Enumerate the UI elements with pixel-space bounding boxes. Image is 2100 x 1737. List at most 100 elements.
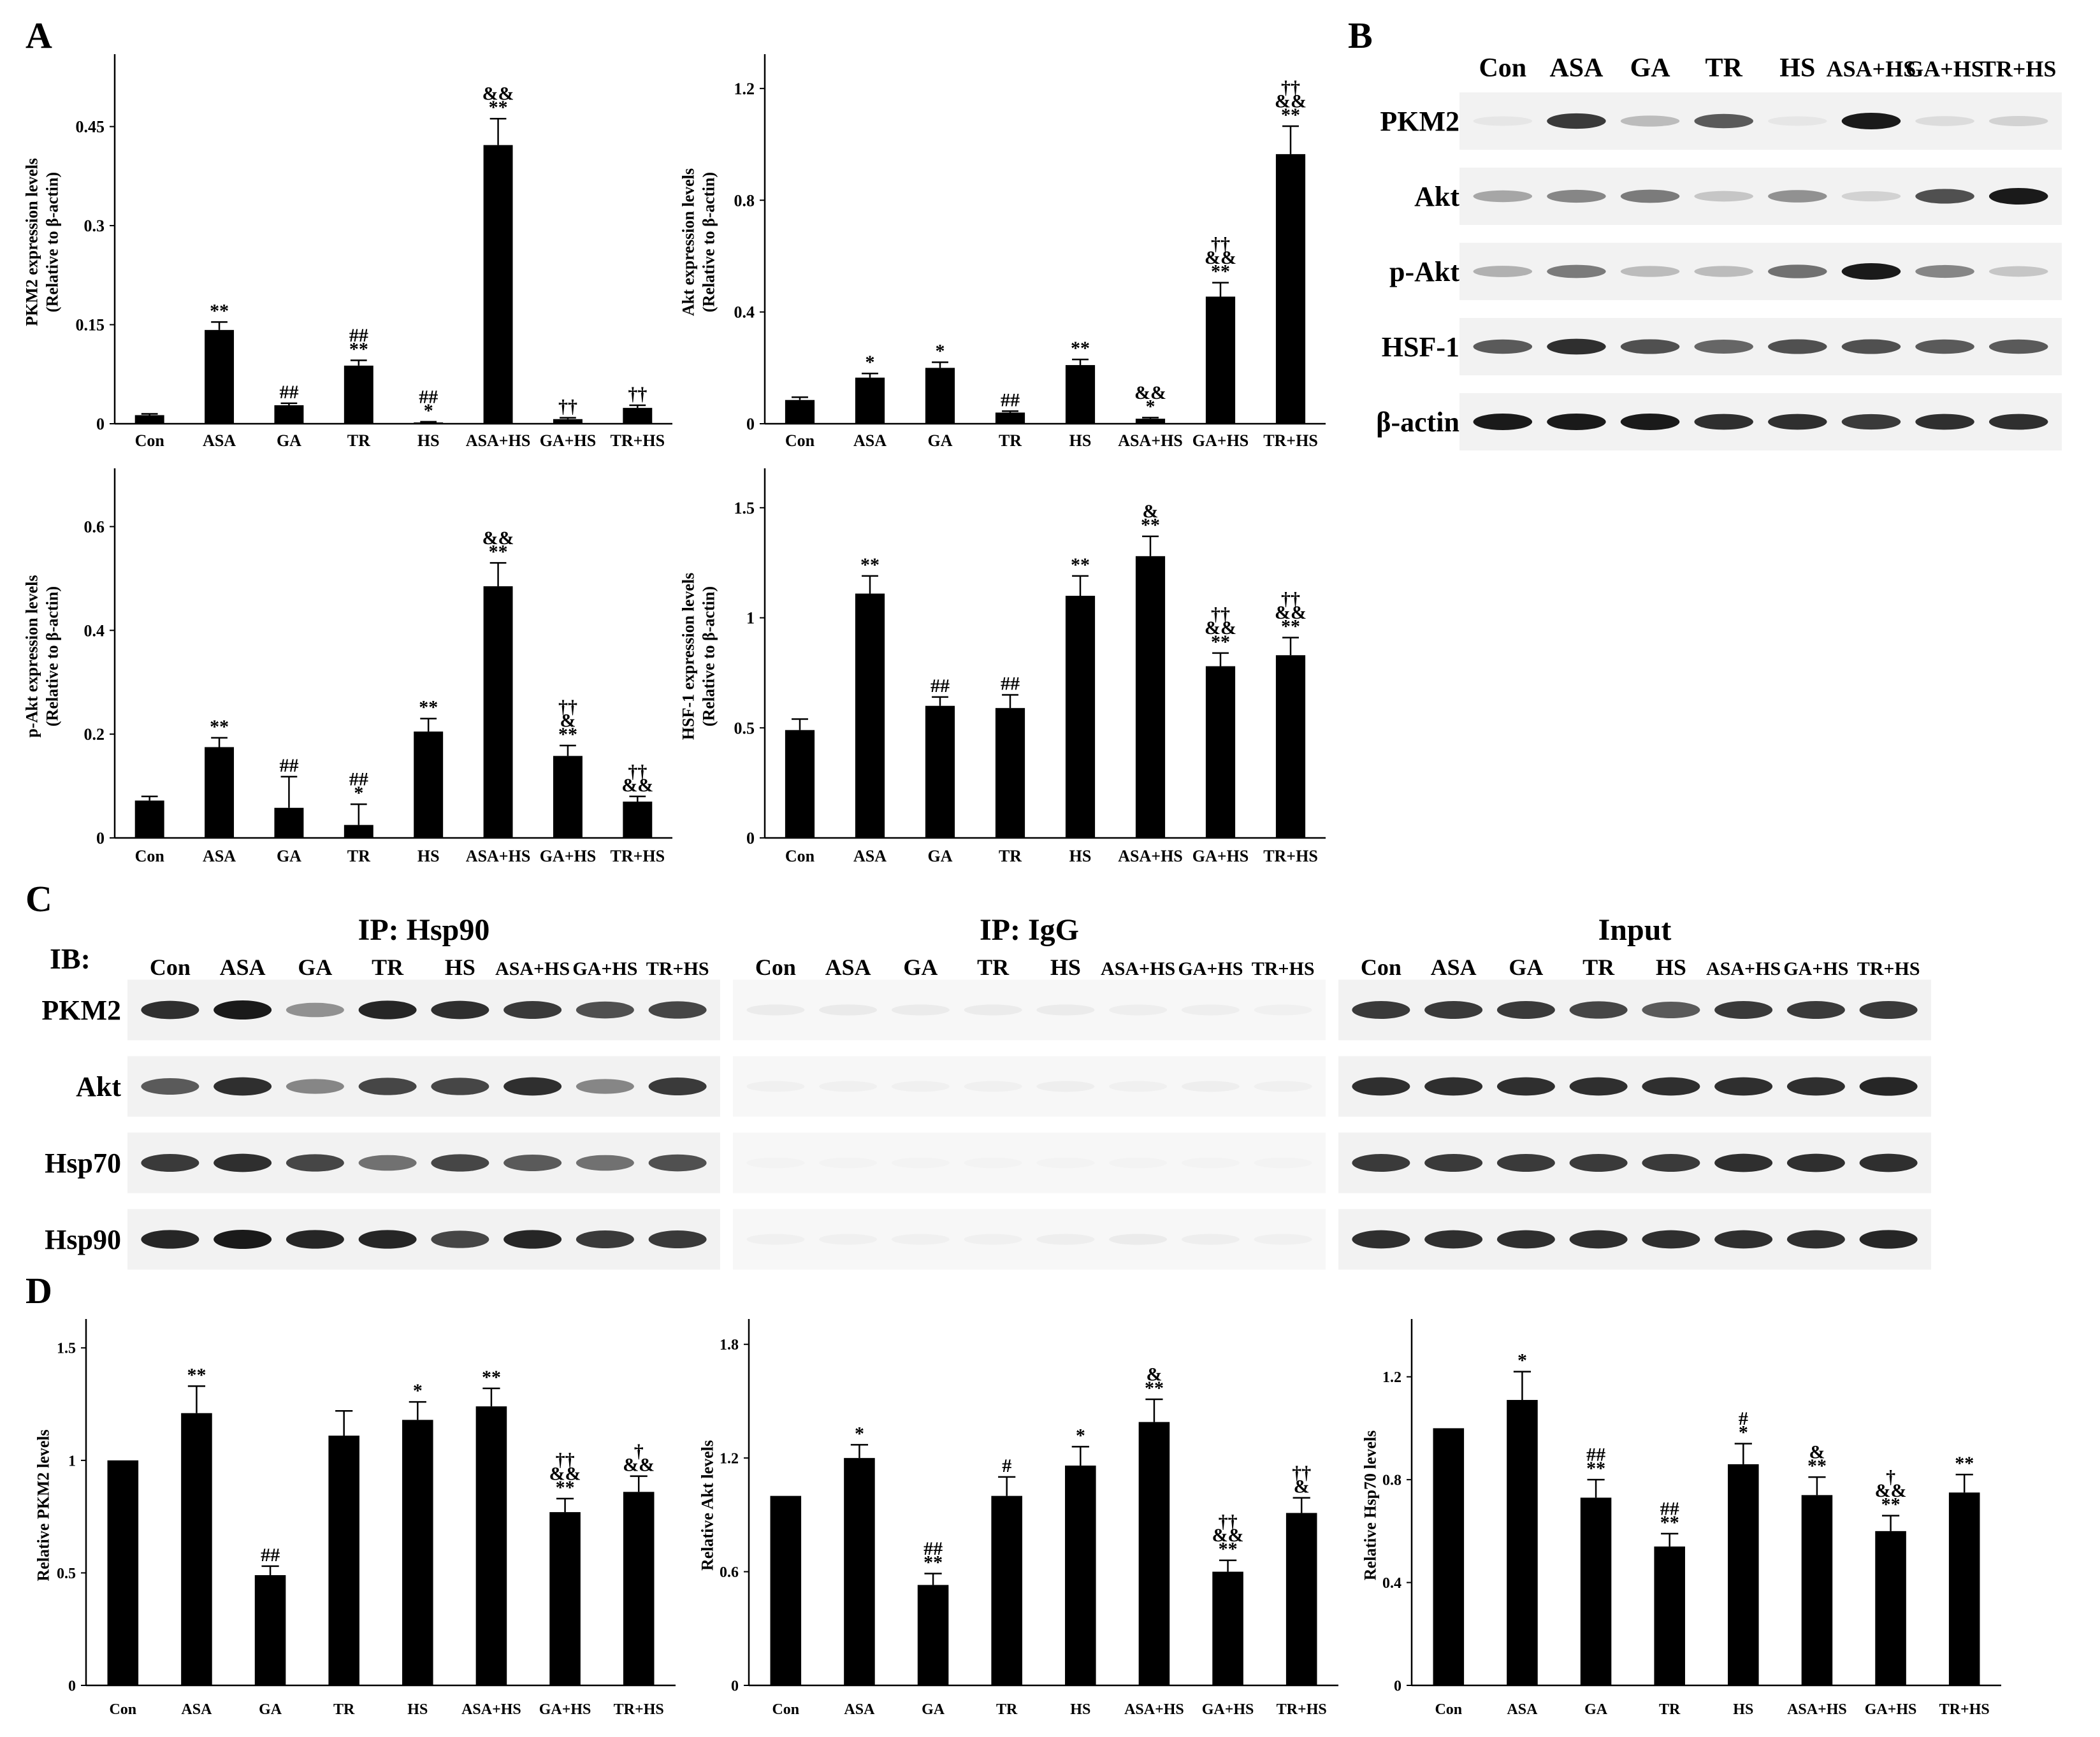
- bar-HS: [1728, 1464, 1759, 1685]
- lane-label: ASA: [1431, 955, 1477, 980]
- significance-mark: *: [1076, 1425, 1085, 1446]
- blot-strip: [733, 979, 1326, 1041]
- lane-label: TR: [1582, 955, 1615, 980]
- y-tick-label: 0.4: [1382, 1575, 1401, 1592]
- lane-label: GA+HS: [1178, 958, 1243, 979]
- significance-mark: ##: [279, 755, 298, 776]
- x-tick-label: TR: [999, 847, 1022, 865]
- blot-band: [1109, 1081, 1167, 1092]
- x-tick-label: TR: [1659, 1701, 1681, 1718]
- y-tick-label: 0: [746, 415, 755, 433]
- blot-band: [1109, 1158, 1167, 1169]
- bar-GA+HS: [1875, 1531, 1906, 1685]
- x-tick-label: Con: [772, 1701, 799, 1718]
- blot-band: [746, 1158, 804, 1169]
- bar-HS: [1065, 1466, 1096, 1685]
- lane-label: HS: [445, 955, 475, 980]
- bar-ASA: [855, 377, 885, 424]
- lane-label: GA: [1630, 54, 1671, 83]
- x-tick-label: HS: [1069, 847, 1092, 865]
- significance-mark: †: [634, 1441, 644, 1462]
- bar-TR: [995, 708, 1025, 838]
- blot-row-label: HSF-1: [1382, 331, 1459, 363]
- x-tick-label: TR+HS: [1939, 1701, 1990, 1718]
- bar-GA+HS: [553, 756, 583, 838]
- significance-mark: **: [558, 724, 577, 745]
- significance-mark: ††: [558, 696, 577, 717]
- blot-band: [1547, 414, 1606, 430]
- lane-label: ASA+HS: [1827, 56, 1916, 82]
- significance-mark: ##: [349, 768, 368, 789]
- blot-band: [358, 1078, 417, 1095]
- lane-label: GA: [903, 955, 938, 980]
- bar-Con: [785, 400, 815, 424]
- x-tick-label: TR: [333, 1701, 355, 1718]
- significance-mark: &&: [623, 1455, 655, 1476]
- x-tick-label: ASA: [853, 431, 887, 450]
- blot-band: [746, 1081, 804, 1092]
- lane-label: TR: [977, 955, 1010, 980]
- significance-mark: **: [1211, 631, 1230, 652]
- blot-band: [1694, 113, 1753, 129]
- lane-label: TR+HS: [1981, 56, 2057, 82]
- bar-GA: [917, 1585, 949, 1685]
- lane-label: GA+HS: [1783, 958, 1848, 979]
- significance-mark: ††: [1211, 604, 1230, 625]
- blot-band: [1496, 1077, 1555, 1096]
- bar-ASA+HS: [1135, 419, 1166, 424]
- bar-GA+HS: [553, 419, 583, 424]
- blot-title: IP: IgG: [980, 913, 1079, 947]
- significance-mark: &&: [1212, 1525, 1244, 1546]
- bar-chart-1: 0 0.15 0.3 0.45 PKM2 expression levels (Relat…: [22, 54, 672, 450]
- bar-GA: [925, 368, 955, 424]
- x-tick-label: GA+HS: [1192, 847, 1249, 865]
- significance-mark: ††: [628, 761, 647, 782]
- y-tick-label: 0.5: [57, 1566, 76, 1582]
- x-tick-label: HS: [407, 1701, 428, 1718]
- blot-band: [1768, 116, 1827, 126]
- lane-label: ASA: [825, 955, 871, 980]
- x-tick-label: GA+HS: [1865, 1701, 1917, 1718]
- significance-mark: **: [1219, 1539, 1238, 1560]
- bar-ASA+HS: [1135, 556, 1166, 838]
- blot-title: Input: [1598, 913, 1672, 947]
- blot-band: [1569, 1230, 1628, 1249]
- blot-band: [214, 1153, 272, 1172]
- blot-band: [431, 1230, 489, 1248]
- x-tick-label: TR+HS: [1277, 1701, 1327, 1718]
- blot-band: [286, 1079, 344, 1094]
- blot-band: [576, 1230, 634, 1248]
- blot-band: [1988, 115, 2048, 127]
- bar-Con: [107, 1460, 139, 1685]
- blot-strip: [733, 1132, 1326, 1193]
- blot-band: [1424, 1001, 1483, 1019]
- blot-band: [214, 1000, 272, 1020]
- blot-band: [1036, 1081, 1095, 1092]
- x-tick-label: ASA: [203, 431, 236, 450]
- lane-label: ASA: [220, 955, 266, 980]
- blot-band: [964, 1004, 1022, 1016]
- significance-mark: **: [1955, 1453, 1974, 1474]
- significance-mark: &&: [621, 775, 653, 796]
- blot-band: [1915, 189, 1974, 204]
- blot-row-label: β-actin: [1376, 407, 1459, 438]
- blot-band: [648, 1078, 707, 1095]
- significance-mark: *: [1146, 396, 1155, 417]
- blot-band: [1036, 1234, 1095, 1245]
- ib-label: IB:: [50, 942, 91, 975]
- significance-mark: **: [923, 1552, 943, 1573]
- blot-band: [648, 1230, 707, 1248]
- y-tick-label: 0.2: [84, 725, 105, 744]
- blot-band: [1496, 1154, 1555, 1172]
- blot-band: [1424, 1154, 1483, 1172]
- bar-TR+HS: [623, 802, 653, 838]
- blot-band: [1569, 1001, 1628, 1019]
- x-tick-label: GA: [1584, 1701, 1608, 1718]
- blot-band: [141, 1000, 199, 1020]
- significance-mark: ††: [1211, 233, 1230, 254]
- x-tick-label: Con: [135, 431, 165, 450]
